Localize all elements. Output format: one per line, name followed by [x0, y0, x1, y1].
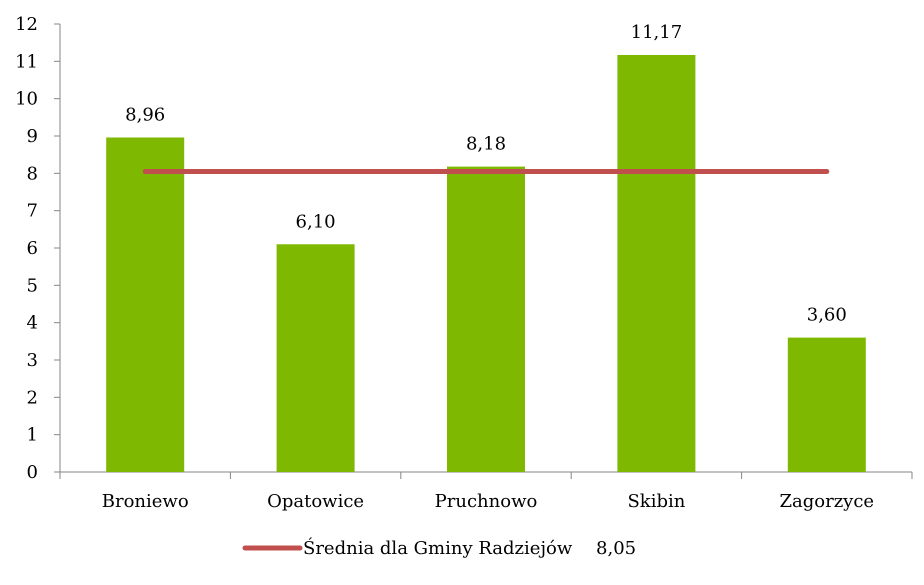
bar-data-label: 3,60 [807, 305, 847, 326]
y-tick-label: 8 [27, 163, 38, 184]
x-axis: Broniewo Opatowice Pruchnowo Skibin Zagorzyc… [59, 471, 913, 512]
bar [617, 54, 696, 473]
y-tick-label: 12 [15, 14, 38, 35]
y-tick-label: 9 [27, 126, 38, 147]
y-tick-label: 0 [27, 462, 38, 483]
y-tick-label: 11 [15, 51, 38, 72]
bar-data-label: 8,18 [466, 134, 506, 155]
x-category-label: Broniewo [102, 491, 189, 512]
bar-data-label: 11,17 [631, 22, 683, 43]
y-tick-label: 2 [27, 387, 38, 408]
data-labels: 8,96 6,10 8,18 11,17 3,60 [125, 22, 847, 326]
bar [447, 166, 525, 472]
y-tick-label: 7 [27, 201, 38, 222]
y-tick-label: 3 [27, 350, 38, 371]
x-category-label: Opatowice [267, 491, 364, 512]
y-tick-label: 4 [27, 313, 38, 334]
y-tick-label: 5 [27, 275, 38, 296]
legend-series-value: 8,05 [596, 538, 636, 559]
bars [106, 54, 866, 473]
y-tick-label: 1 [27, 425, 38, 446]
bar [106, 137, 185, 472]
bar [276, 244, 355, 472]
bar [787, 337, 866, 472]
x-category-label: Skibin [627, 491, 685, 512]
bar-data-label: 8,96 [125, 104, 165, 125]
y-tick-label: 6 [27, 238, 38, 259]
legend: Średnia dla Gminy Radziejów 8,05 [242, 536, 636, 559]
bar-data-label: 6,10 [296, 211, 336, 232]
y-tick-label: 10 [15, 89, 38, 110]
x-category-label: Pruchnowo [435, 491, 538, 512]
x-category-label: Zagorzyce [780, 491, 875, 512]
legend-series-name: Średnia dla Gminy Radziejów [303, 536, 573, 559]
legend-label-average: Średnia dla Gminy Radziejów 8,05 [303, 536, 636, 559]
